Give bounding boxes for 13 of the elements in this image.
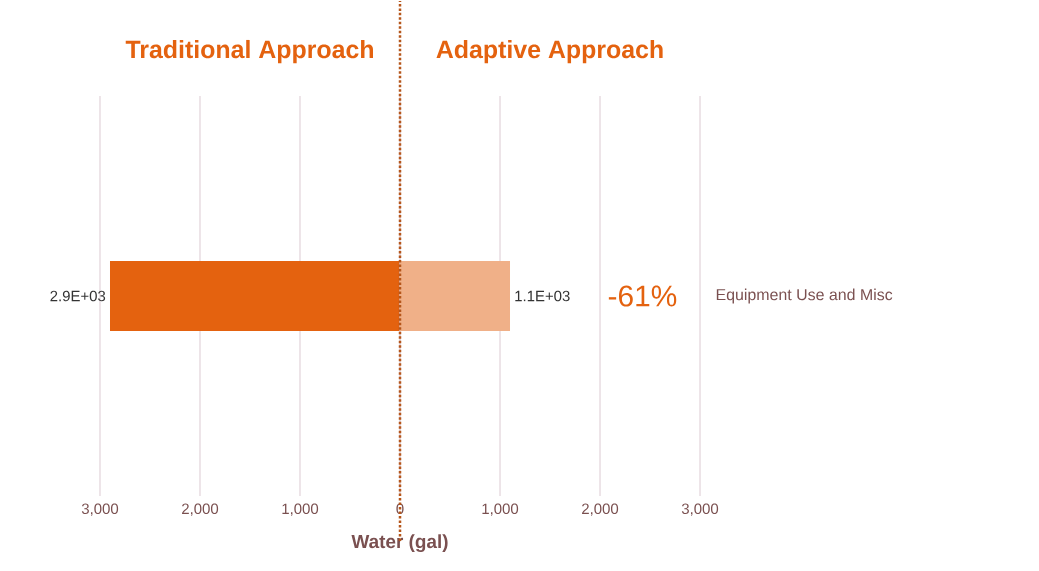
data-label: 1.1E+03 [515, 290, 570, 302]
x-axis-title: Water (gal) [351, 534, 448, 553]
x-tick-label: 3,000 [681, 503, 719, 516]
x-tick-label: 1,000 [482, 503, 519, 516]
x-tick-label: 1,000 [282, 503, 319, 516]
chart-title: Adaptive Approach [436, 39, 663, 64]
annotation: -61% [608, 285, 677, 307]
y-tick-label: Equipment Use and Misc [716, 288, 893, 304]
data-label: 2.9E+03 [50, 290, 106, 302]
chart-title: Traditional Approach [125, 39, 373, 64]
x-tick-label: 2,000 [182, 503, 219, 516]
x-tick-label: 2,000 [582, 503, 619, 516]
x-tick-label: 3,000 [81, 503, 119, 516]
